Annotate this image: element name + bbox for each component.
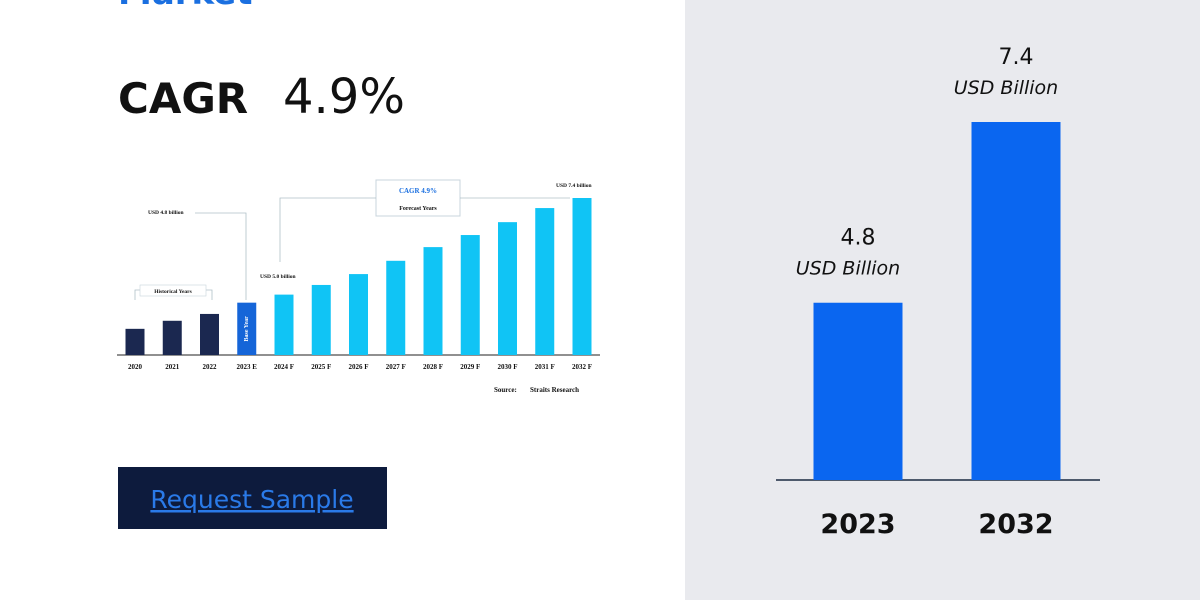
x-tick-label: 2025 F <box>311 363 331 371</box>
x-tick-label: 2027 F <box>386 363 406 371</box>
bar <box>349 274 368 355</box>
annotation: Base Year <box>244 316 250 342</box>
annotation: USD 5.0 billion <box>260 274 296 280</box>
bar <box>237 302 257 355</box>
page-title: Market <box>118 0 253 13</box>
x-tick-label: 2029 F <box>460 363 480 371</box>
value-label: 4.8 <box>841 226 876 251</box>
x-tick-label: 2032 <box>978 509 1053 540</box>
x-tick-label: 2032 F <box>572 363 592 371</box>
connector <box>195 212 247 300</box>
x-tick-label: 2030 F <box>497 363 517 371</box>
bar <box>498 222 517 355</box>
bar <box>200 313 219 355</box>
bar <box>971 122 1061 480</box>
unit-label: USD Billion <box>954 77 1058 99</box>
bar <box>311 284 331 355</box>
request-button-label[interactable]: Request Sample <box>150 485 353 514</box>
cagr-label: CAGR <box>118 74 248 123</box>
x-tick-label: 2031 F <box>535 363 555 371</box>
historical-box <box>139 284 207 297</box>
x-tick-label: 2023 E <box>237 363 258 371</box>
x-tick-label: 2023 <box>820 509 895 540</box>
x-tick-label: 2028 F <box>423 363 443 371</box>
annotation: Straits Research <box>530 386 579 394</box>
connector <box>279 197 376 262</box>
x-tick-label: 2026 F <box>348 363 368 371</box>
annotation: USD 7.4 billion <box>556 183 592 189</box>
bar <box>460 235 480 355</box>
x-tick-label: 2022 <box>203 363 218 371</box>
right-panel <box>685 0 1200 600</box>
unit-label: USD Billion <box>796 258 900 280</box>
value-label: 7.4 <box>999 45 1034 70</box>
bar <box>274 294 294 355</box>
request-button[interactable] <box>118 467 387 529</box>
annotation: Historical Years <box>154 289 192 295</box>
annotation: USD 4.8 billion <box>148 210 184 216</box>
x-tick-label: 2024 F <box>274 363 294 371</box>
bar <box>423 247 443 355</box>
x-tick-label: 2021 <box>165 363 180 371</box>
bar <box>386 260 406 355</box>
x-tick-label: 2020 <box>128 363 143 371</box>
bar <box>535 208 555 355</box>
bar <box>813 302 903 480</box>
bar <box>125 328 145 355</box>
annotation: Source: <box>494 386 517 394</box>
bar <box>572 198 592 355</box>
bar <box>162 320 182 355</box>
annotation: CAGR 4.9% <box>399 187 437 195</box>
cagr-value: 4.9% <box>283 69 405 125</box>
annotation: Forecast Years <box>399 206 437 212</box>
